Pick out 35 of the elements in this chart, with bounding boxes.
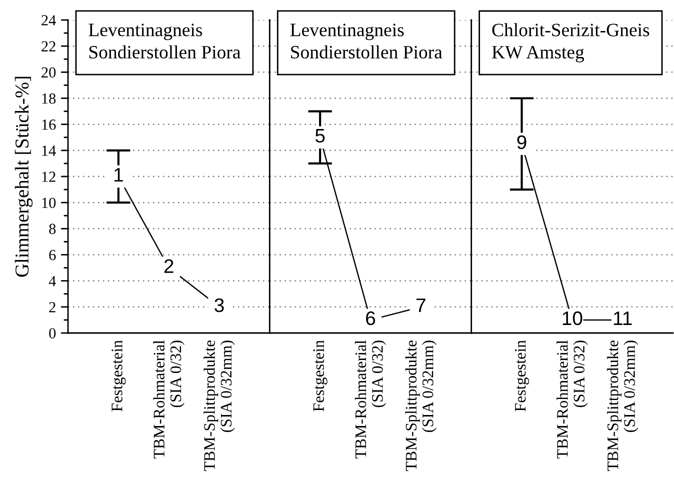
annotation: 11 bbox=[614, 312, 632, 325]
x-tick-label: Festgestein bbox=[514, 340, 529, 412]
x-tick-label: TBM-Splittprodukte (SIA 0/32mm) bbox=[405, 340, 437, 471]
annotation: 2 bbox=[164, 259, 174, 273]
y-tick-label: 10 bbox=[42, 198, 56, 208]
x-tick-label: Festgestein bbox=[112, 340, 126, 412]
x-tick-label: TBM-Splittprodukte (SIA 0/32mm) bbox=[606, 340, 638, 471]
y-tick-label: 2 bbox=[49, 302, 56, 312]
annotation: 7 bbox=[416, 298, 426, 312]
y-tick-label: 18 bbox=[42, 93, 56, 104]
annotation: 6 bbox=[366, 311, 376, 326]
x-tick-label: TBM-Rohmaterial (SIA 0/32) bbox=[153, 340, 184, 459]
y-tick-label: 20 bbox=[42, 67, 56, 78]
y-tick-label: 14 bbox=[42, 146, 56, 156]
y-tick-label: 6 bbox=[49, 250, 56, 260]
y-tick-label: 0 bbox=[49, 328, 56, 338]
text: Chlorit-Serizit-Gneis KW Amsteg bbox=[492, 23, 650, 62]
y-tick-label: 8 bbox=[49, 224, 56, 234]
annotation: 5 bbox=[315, 129, 325, 143]
x-tick-label: TBM-Rohmaterial (SIA 0/32) bbox=[354, 340, 386, 459]
text: Leventinagneis Sondierstollen Piora bbox=[88, 24, 240, 59]
annotation: 9 bbox=[517, 135, 526, 150]
x-tick-label: TBM-Rohmaterial (SIA 0/32) bbox=[556, 340, 588, 459]
y-axis-title: Glimmergehalt [Stück-%] bbox=[14, 76, 33, 277]
y-tick-label: 24 bbox=[42, 15, 56, 26]
x-tick-label: Festgestein bbox=[313, 340, 328, 412]
y-tick-label: 12 bbox=[42, 172, 56, 182]
text: Leventinagneis Sondierstollen Piora bbox=[290, 24, 442, 59]
annotation: 3 bbox=[214, 298, 224, 312]
annotation: 10 bbox=[562, 311, 582, 326]
y-tick-label: 4 bbox=[48, 276, 56, 286]
y-tick-label: 16 bbox=[42, 120, 56, 130]
annotation: 1 bbox=[114, 168, 123, 182]
x-tick-label: TBM-Splittprodukte (SIA 0/32mm) bbox=[204, 340, 235, 471]
y-tick-label: 22 bbox=[42, 41, 56, 52]
